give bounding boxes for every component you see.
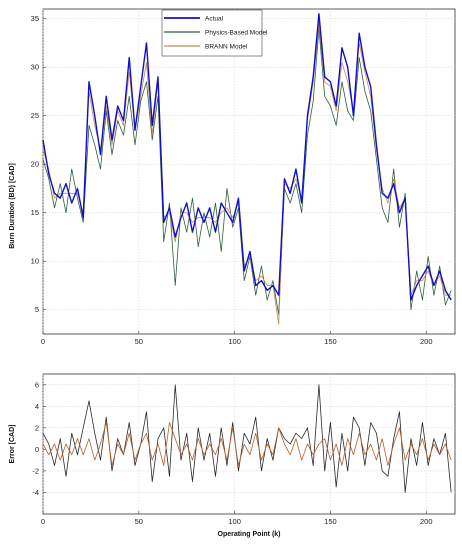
bottom-plot-frame [42,373,456,515]
legend-label-actual: Actual [205,16,224,23]
top-y-axis-label: Burn Duration (BD) [CAD] [9,163,16,249]
top-x-tick-label: 100 [228,337,241,346]
top-y-tick-label: 30 [31,63,39,72]
top-y-tick-label: 20 [31,160,39,169]
top-grid [42,9,455,334]
bottom-x-tick-label: 100 [228,517,241,526]
legend-label-brann-model: BRANN Model [205,44,248,51]
top-x-tick-label: 0 [41,337,45,346]
bottom-x-tick-labels: 0 50 100 150 200 [41,517,433,526]
top-panel: 0 50 100 150 200 5 10 15 20 25 30 35 Burn Duration… [9,8,456,346]
top-series-physics-based-model [42,27,452,316]
bottom-y-tick-label: 4 [35,402,39,411]
top-plot-frame [42,8,456,335]
bottom-y-tick-label: 2 [35,423,39,432]
bottom-panel: 0 50 100 150 200 -4 -2 0 2 4 6 Error [CAD] Operat… [9,373,456,538]
bottom-x-tick-label: 150 [324,517,337,526]
bottom-y-tick-labels: -4 -2 0 2 4 6 [32,380,39,497]
bottom-x-tick-label: 200 [420,517,433,526]
top-y-tick-label: 35 [31,14,39,23]
bottom-y-tick-label: 0 [35,445,39,454]
bottom-y-tick-label: -4 [32,488,39,497]
top-series-actual [42,13,452,301]
top-y-tick-label: 10 [31,257,39,266]
top-x-tick-label: 150 [324,337,337,346]
bottom-grid [42,374,455,514]
bottom-series-brann-model [42,422,452,466]
bottom-y-axis-label: Error [CAD] [9,425,16,464]
legend: Actual Physics-Based Model BRANN Model [161,9,268,57]
top-series-group [42,13,452,325]
top-y-tick-label: 25 [31,111,39,120]
legend-label-physics-based-model: Physics-Based Model [205,30,268,37]
bottom-y-tick-label: -2 [32,466,39,475]
top-x-tick-labels: 0 50 100 150 200 [41,337,433,346]
top-y-tick-label: 5 [35,305,39,314]
bottom-x-tick-label: 50 [135,517,143,526]
bottom-y-tick-label: 6 [35,380,39,389]
bottom-x-axis-label: Operating Point (k) [218,531,281,538]
bottom-series-physics-based-model [42,384,452,493]
bottom-series-group [42,384,452,493]
top-x-tick-label: 50 [135,337,143,346]
bottom-x-tick-label: 0 [41,517,45,526]
top-x-tick-label: 200 [420,337,433,346]
top-y-tick-label: 15 [31,208,39,217]
top-y-tick-labels: 5 10 15 20 25 30 35 [31,14,39,314]
